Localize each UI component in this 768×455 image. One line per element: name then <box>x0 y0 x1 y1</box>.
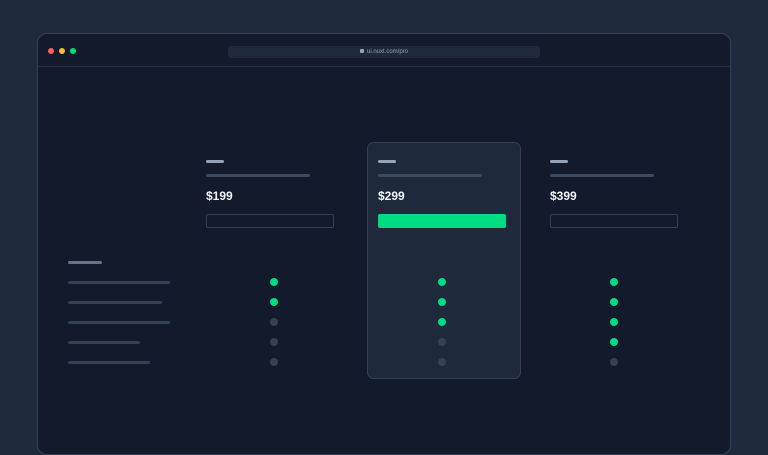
address-bar[interactable]: ui.nuxt.com/pro <box>228 46 540 58</box>
feature-excluded-icon <box>610 358 618 366</box>
feature-label-placeholder <box>68 341 140 344</box>
close-window-button[interactable] <box>48 48 54 54</box>
feature-included-icon <box>610 278 618 286</box>
plan-select-button[interactable] <box>206 214 334 228</box>
plan-price: $199 <box>206 189 233 203</box>
feature-excluded-icon <box>438 338 446 346</box>
plan-description-placeholder <box>378 174 482 177</box>
feature-included-icon <box>610 318 618 326</box>
feature-excluded-icon <box>270 358 278 366</box>
url-text: ui.nuxt.com/pro <box>366 49 409 55</box>
browser-window: ui.nuxt.com/pro $199 $299 $399 <box>37 33 731 455</box>
title-bar: ui.nuxt.com/pro <box>38 34 730 67</box>
feature-excluded-icon <box>270 338 278 346</box>
feature-included-icon <box>610 338 618 346</box>
lock-icon <box>359 49 364 54</box>
feature-included-icon <box>610 298 618 306</box>
plan-price: $399 <box>550 189 577 203</box>
feature-included-icon <box>438 318 446 326</box>
plan-description-placeholder <box>550 174 654 177</box>
plan-name-placeholder <box>550 160 568 163</box>
plan-name-placeholder <box>206 160 224 163</box>
plan-select-button[interactable] <box>378 214 506 228</box>
feature-included-icon <box>438 278 446 286</box>
feature-included-icon <box>270 298 278 306</box>
plan-name-placeholder <box>378 160 396 163</box>
feature-excluded-icon <box>438 358 446 366</box>
feature-label-placeholder <box>68 321 170 324</box>
maximize-window-button[interactable] <box>70 48 76 54</box>
feature-included-icon <box>270 278 278 286</box>
plan-description-placeholder <box>206 174 310 177</box>
feature-label-placeholder <box>68 281 170 284</box>
features-heading-placeholder <box>68 261 102 264</box>
feature-label-placeholder <box>68 301 162 304</box>
feature-label-placeholder <box>68 361 150 364</box>
plan-price: $299 <box>378 189 405 203</box>
feature-excluded-icon <box>270 318 278 326</box>
minimize-window-button[interactable] <box>59 48 65 54</box>
feature-included-icon <box>438 298 446 306</box>
plan-select-button[interactable] <box>550 214 678 228</box>
